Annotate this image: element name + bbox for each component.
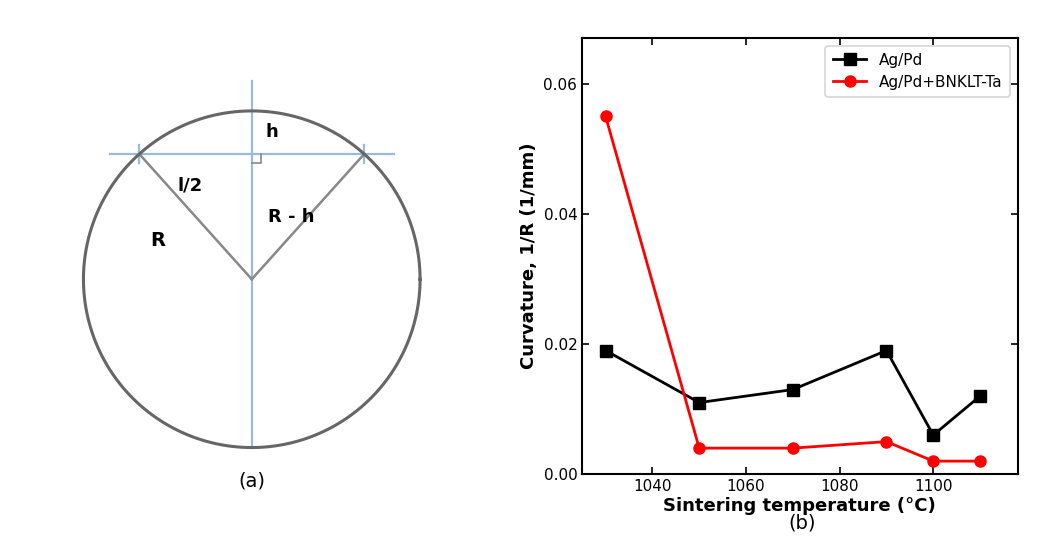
X-axis label: Sintering temperature (°C): Sintering temperature (°C) <box>663 497 937 515</box>
Ag/Pd+BNKLT-Ta <box>599 113 612 119</box>
Ag/Pd <box>880 347 893 354</box>
Ag/Pd <box>599 347 612 354</box>
Line: Ag/Pd: Ag/Pd <box>600 345 986 441</box>
Legend: Ag/Pd, Ag/Pd+BNKLT-Ta: Ag/Pd, Ag/Pd+BNKLT-Ta <box>826 46 1010 98</box>
Ag/Pd <box>973 393 986 399</box>
Text: R - h: R - h <box>267 208 315 226</box>
Text: l/2: l/2 <box>177 177 202 195</box>
Ag/Pd <box>693 399 706 406</box>
Ag/Pd+BNKLT-Ta <box>927 458 940 464</box>
Ag/Pd <box>927 432 940 438</box>
Y-axis label: Curvature, 1/R (1/mm): Curvature, 1/R (1/mm) <box>520 143 538 370</box>
Ag/Pd+BNKLT-Ta <box>973 458 986 464</box>
Ag/Pd+BNKLT-Ta <box>787 445 799 451</box>
Text: h: h <box>265 124 278 142</box>
Line: Ag/Pd+BNKLT-Ta: Ag/Pd+BNKLT-Ta <box>600 111 986 467</box>
Text: (a): (a) <box>238 472 265 490</box>
Ag/Pd+BNKLT-Ta <box>693 445 706 451</box>
Text: (b): (b) <box>789 513 816 532</box>
Ag/Pd+BNKLT-Ta <box>880 438 893 445</box>
Text: R: R <box>150 232 166 250</box>
Ag/Pd <box>787 386 799 393</box>
